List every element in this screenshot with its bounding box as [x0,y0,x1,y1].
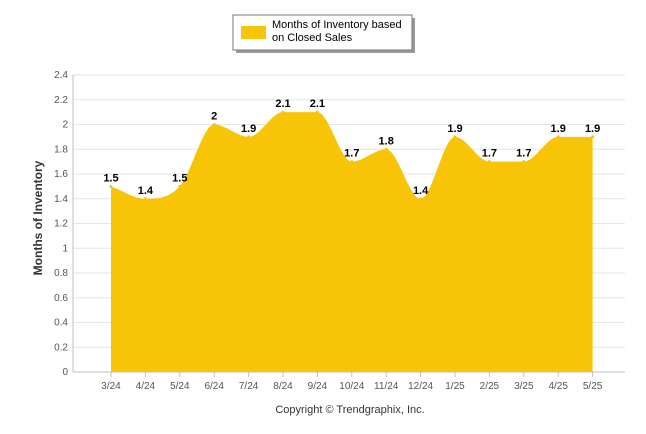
data-label: 1.8 [379,135,394,147]
y-tick-label: 1.6 [54,169,68,180]
legend-label-line-1: Months of Inventory based [272,19,402,31]
data-label: 2 [211,111,217,123]
y-tick-label: 1.2 [54,219,68,230]
x-tick-label: 12/24 [408,381,433,392]
x-tick-layer: 3/24 4/24 5/24 6/24 7/24 8/24 9/24 10/24 11/24 12… [101,381,603,392]
data-label: 1.9 [551,123,566,135]
data-label: 1.4 [138,185,154,197]
copyright-credit: Copyright © Trendgraphix, Inc. [275,404,424,416]
data-point [109,184,113,188]
x-tick-label: 5/24 [170,381,190,392]
data-point [591,135,595,139]
data-label: 1.5 [103,172,118,184]
data-label: 1.9 [447,123,462,135]
data-point [419,197,423,201]
x-tick-label: 5/25 [583,381,603,392]
data-point [522,160,526,164]
y-tick-label: 2.4 [54,70,68,81]
data-point [487,160,491,164]
data-label-layer: 1.5 1.4 1.5 2 1.9 2.1 2.1 1.7 1.8 1.4 1.9 1.7 1.7 1.9… [103,98,600,197]
x-tick-label: 10/24 [339,381,364,392]
y-tick-layer: 0 0.2 0.4 0.6 0.8 1 1.2 1.4 1.6 1.8 2 2.2 2.4 [54,70,68,378]
data-label: 1.9 [241,123,256,135]
x-tick-label: 6/24 [204,381,224,392]
x-tick-label: 4/25 [548,381,568,392]
x-tick-label: 3/25 [514,381,534,392]
data-point [384,147,388,151]
legend-swatch [241,26,266,39]
legend: Months of Inventory based on Closed Sale… [232,14,415,53]
data-label: 2.1 [275,98,290,110]
y-tick-label: 0.4 [54,318,68,329]
area-layer [109,110,595,372]
data-label: 1.5 [172,172,187,184]
data-point [556,135,560,139]
legend-label-line-2: on Closed Sales [272,32,353,44]
data-point [178,184,182,188]
data-point [247,135,251,139]
data-label: 2.1 [310,98,325,110]
x-tick-label: 11/24 [374,381,399,392]
axis-layer [72,75,625,377]
data-label: 1.7 [344,148,359,160]
x-tick-label: 7/24 [239,381,259,392]
y-tick-label: 0 [62,367,68,378]
x-tick-label: 2/25 [480,381,500,392]
data-label: 1.9 [585,123,600,135]
y-tick-label: 0.2 [54,342,68,353]
x-tick-label: 8/24 [273,381,293,392]
x-tick-label: 9/24 [308,381,328,392]
data-label: 1.7 [482,148,497,160]
data-point [350,160,354,164]
x-tick-label: 1/25 [445,381,465,392]
y-tick-label: 0.6 [54,293,68,304]
data-point [143,197,147,201]
area-series-fill [111,112,593,372]
y-axis-title: Months of Inventory [31,160,45,275]
x-tick-label: 4/24 [136,381,156,392]
y-tick-label: 1.8 [54,144,68,155]
data-label: 1.4 [413,185,429,197]
data-label: 1.7 [516,148,531,160]
x-tick-label: 3/24 [101,381,121,392]
y-tick-label: 1.4 [54,194,68,205]
y-tick-label: 0.8 [54,268,68,279]
y-tick-label: 2.2 [54,95,68,106]
y-tick-label: 2 [62,120,68,131]
y-tick-label: 1 [62,243,68,254]
data-point [212,123,216,126]
data-point [453,135,457,139]
data-point [281,110,285,114]
data-point [315,110,319,114]
